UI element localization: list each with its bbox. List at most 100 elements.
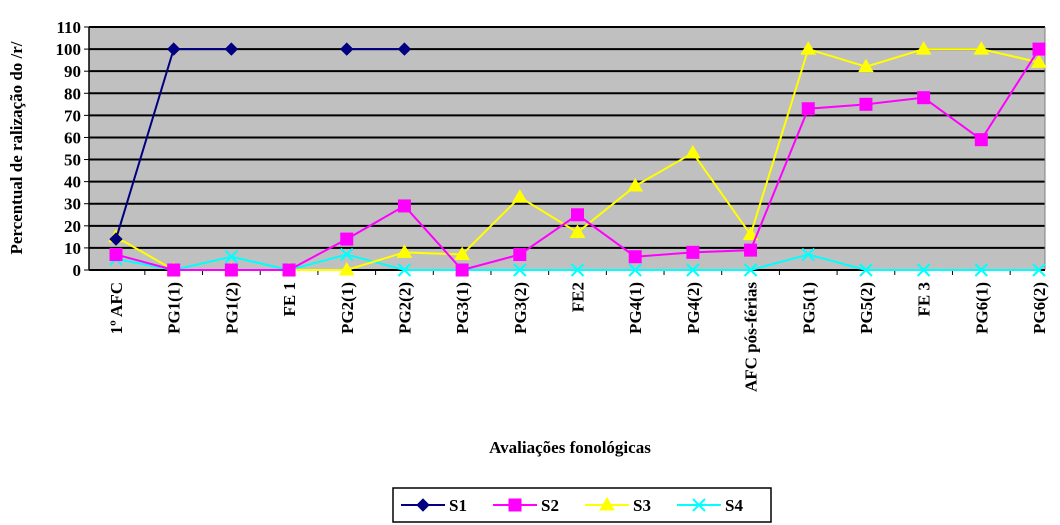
y-tick-label: 20 [64,217,81,236]
data-point [340,232,354,246]
data-point [686,245,700,259]
legend-marker [599,497,615,511]
y-tick-label: 90 [64,62,81,81]
y-tick-label: 50 [64,151,81,170]
x-tick-label: AFC pós-férias [742,282,761,392]
data-point [109,232,123,246]
data-point [570,263,585,277]
x-axis-ticks: 1º AFC PG1(1) PG1(2) FE 1 PG2(1) PG2(2) PG3(1)… [107,270,1049,392]
y-axis-title: Percentual de ralização do /r/ [7,41,26,254]
data-point [396,244,413,258]
data-point [338,262,355,276]
legend-item-s1: S1 [401,496,467,515]
x-tick-label: PG5(2) [857,282,876,334]
data-point [859,263,873,277]
data-point [627,178,644,192]
y-tick-label: 0 [73,261,82,280]
legend-item-s4: S4 [677,496,743,515]
data-point [397,42,412,56]
data-point [859,97,873,111]
gridlines [88,26,1046,271]
data-point [628,250,642,264]
data-point [454,246,470,261]
series-s1 [109,42,412,246]
data-point [224,250,239,264]
x-tick-label: PG1(2) [222,282,241,334]
x-tick-label: FE 1 [280,282,299,316]
legend: S1 S2 S3 S4 [392,487,772,523]
data-point [167,263,181,277]
data-point [744,243,758,257]
data-point [743,263,758,277]
data-point [801,102,815,116]
data-point [974,133,988,147]
y-tick-label: 80 [64,84,81,103]
data-point [1031,54,1047,68]
data-point [166,42,181,56]
data-point [455,263,469,277]
data-point [686,263,700,277]
data-point [569,224,586,238]
y-tick-label: 30 [64,195,81,214]
x-tick-label: PG6(2) [1030,282,1049,334]
y-axis-ticks: 0 10 20 30 40 50 60 70 80 90 100 110 [56,18,89,280]
series-layer [108,41,1047,277]
data-point [224,42,239,56]
data-point [340,42,354,56]
x-axis-title: Avaliações fonológicas [489,438,651,457]
x-tick-label: 1º AFC [107,282,126,334]
x-tick-label: PG6(1) [972,282,991,334]
data-point [513,248,527,262]
data-point [109,248,123,262]
data-point [224,263,238,277]
data-point [513,263,527,277]
x-tick-label: PG5(1) [799,282,818,334]
data-point [915,41,932,55]
x-tick-label: FE2 [569,282,588,312]
data-point [685,144,701,159]
data-point [742,226,759,241]
data-point [916,263,931,277]
legend-marker [508,498,522,512]
data-point [397,199,411,213]
data-point [917,91,931,105]
x-tick-label: PG3(1) [453,282,472,334]
data-point [801,247,815,262]
y-tick-label: 60 [64,128,81,147]
data-point [973,41,990,55]
data-point [282,263,296,277]
legend-marker [692,498,706,512]
data-point [340,247,354,262]
y-tick-label: 100 [56,40,82,59]
x-tick-label: PG1(1) [165,282,184,334]
legend-label: S1 [449,496,467,515]
x-tick-label: PG4(1) [626,282,645,334]
data-point [858,58,874,73]
x-tick-label: PG2(1) [338,282,357,334]
x-tick-label: PG3(2) [511,282,530,334]
x-tick-label: FE 3 [915,282,934,316]
legend-box [392,487,772,523]
y-tick-label: 70 [64,106,81,125]
x-tick-label: PG4(2) [684,282,703,334]
y-tick-label: 110 [56,18,81,37]
plot-area [89,27,1045,270]
legend-marker [416,498,430,512]
data-point [511,189,528,203]
data-point [1032,263,1046,277]
x-tick-label: PG2(2) [395,282,414,334]
data-point [1032,42,1046,56]
legend-item-s2: S2 [493,496,559,515]
legend-item-s3: S3 [585,496,651,515]
data-point [397,263,412,277]
series-s2 [109,42,1046,277]
y-tick-label: 10 [64,239,81,258]
legend-label: S3 [633,496,651,515]
data-point [974,263,989,277]
legend-label: S4 [725,496,743,515]
data-point [800,41,817,55]
data-point [628,263,642,277]
y-tick-label: 40 [64,173,81,192]
legend-label: S2 [541,496,559,515]
